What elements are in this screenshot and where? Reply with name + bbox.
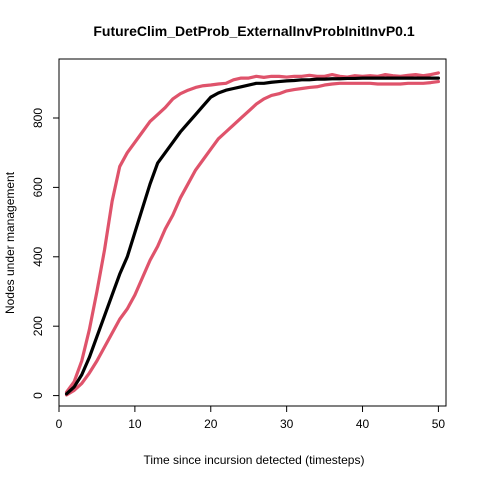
y-tick-label: 400 xyxy=(31,246,45,266)
x-tick-label: 0 xyxy=(56,417,63,431)
y-axis: 0 200 400 600 800 xyxy=(31,108,59,399)
x-tick-label: 10 xyxy=(128,417,142,431)
y-tick-label: 600 xyxy=(31,177,45,197)
x-axis-label: Time since incursion detected (timesteps… xyxy=(144,453,365,467)
chart-title: FutureClim_DetProb_ExternalInvProbInitIn… xyxy=(93,23,415,39)
y-tick-label: 200 xyxy=(31,316,45,336)
x-tick-label: 40 xyxy=(356,417,370,431)
series-line-bound-1 xyxy=(64,71,441,394)
x-axis: 0 10 20 30 40 50 xyxy=(56,406,446,431)
y-tick-label: 0 xyxy=(31,392,45,399)
y-axis-label: Nodes under management xyxy=(3,171,17,314)
plot-frame xyxy=(58,58,447,407)
series-line-mean xyxy=(64,76,441,396)
series-line-bound-2 xyxy=(64,79,441,397)
x-tick-label: 50 xyxy=(432,417,446,431)
y-tick-label: 800 xyxy=(31,108,45,128)
x-tick-label: 30 xyxy=(280,417,294,431)
x-tick-label: 20 xyxy=(204,417,218,431)
series-layer xyxy=(64,71,441,397)
